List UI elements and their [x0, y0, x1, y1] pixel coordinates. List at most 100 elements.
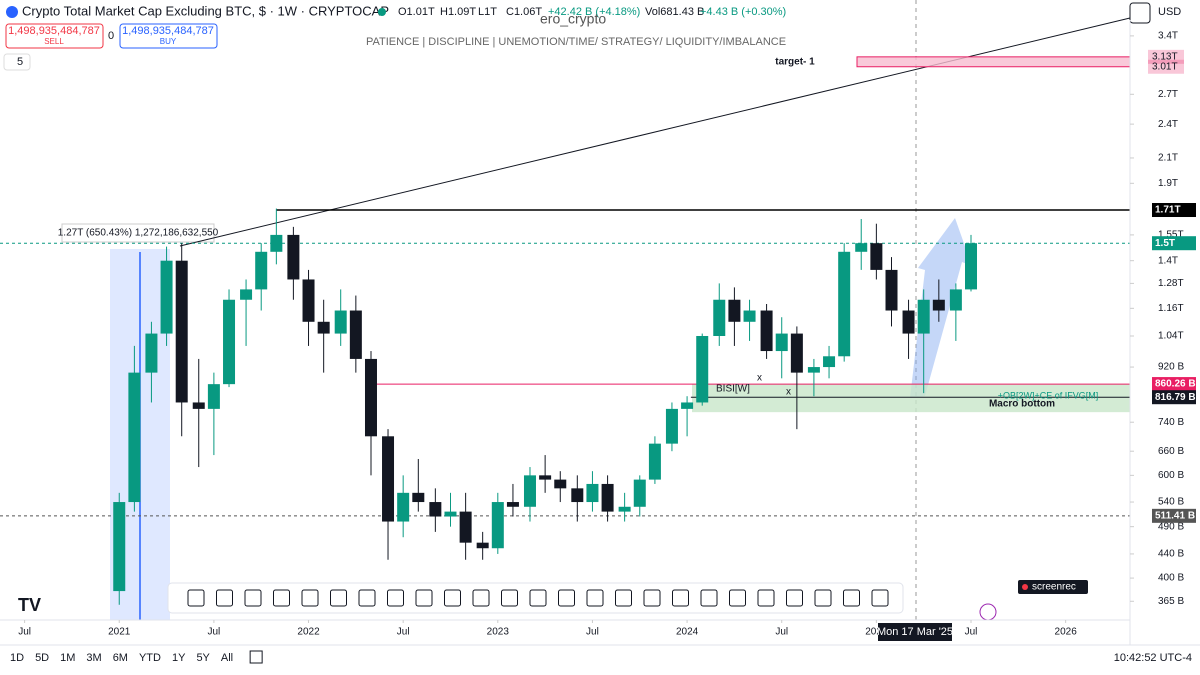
candle-body: [713, 299, 726, 336]
tool-icon[interactable]: [586, 589, 604, 607]
candle-body: [207, 384, 220, 409]
tool-icon[interactable]: [273, 589, 290, 607]
candle-body: [917, 299, 930, 334]
y-tick-label: 2.1T: [1158, 153, 1178, 164]
candle-body: [128, 372, 141, 503]
sell-label: SELL: [44, 37, 64, 46]
measure-label: 1.27T (650.43%) 1,272,186,632,550: [58, 228, 219, 239]
candle-body: [885, 269, 898, 311]
sell-button[interactable]: [5, 23, 104, 49]
mark-b: x: [786, 387, 791, 398]
tool-icon[interactable]: [216, 589, 233, 607]
candle-body: [175, 260, 188, 403]
candle-body: [855, 243, 868, 252]
y-tick-label: 1.16T: [1158, 303, 1184, 314]
level-price-box: [1152, 377, 1196, 392]
tool-icon[interactable]: [672, 589, 689, 607]
range-button[interactable]: 1Y: [172, 652, 186, 664]
change: +42.42 B (+4.18%): [548, 6, 640, 18]
symbol[interactable]: Crypto Total Market Cap Excluding BTC, $…: [22, 3, 389, 18]
candle-body: [681, 402, 694, 409]
candle-body: [932, 299, 945, 311]
tool-icon[interactable]: [786, 589, 803, 607]
y-tick-label: 3.4T: [1158, 31, 1178, 42]
symbol-icon: [6, 6, 18, 18]
range-button[interactable]: All: [221, 652, 233, 664]
candle-body: [571, 488, 584, 503]
tool-icon[interactable]: [843, 589, 860, 607]
ohlc-high: H1.09T: [440, 6, 476, 18]
recorder-label: screenrec: [1032, 582, 1076, 593]
x-tick-label: 2026: [1055, 627, 1078, 638]
tool-icons: [187, 589, 889, 607]
candle-body: [633, 479, 646, 507]
range-button[interactable]: 1M: [60, 652, 75, 664]
y-tick-label: 1.55T: [1158, 230, 1184, 241]
zone-price-label: 3.13T: [1152, 51, 1178, 62]
tool-icon[interactable]: [615, 589, 632, 607]
tool-icon[interactable]: [301, 589, 319, 607]
tool-icon[interactable]: [700, 589, 718, 607]
range-button[interactable]: 5D: [35, 652, 49, 664]
buy-button[interactable]: [119, 23, 218, 49]
candle-body: [743, 310, 756, 322]
date-range-icon[interactable]: [249, 650, 263, 664]
tool-icon[interactable]: [472, 589, 490, 607]
tool-icon[interactable]: [558, 589, 575, 607]
candle-body: [349, 310, 362, 359]
candle-body: [145, 333, 158, 373]
range-button[interactable]: 6M: [113, 652, 128, 664]
range-button[interactable]: YTD: [139, 652, 161, 664]
x-tick-label: Jul: [965, 627, 978, 638]
author: ero_crypto: [540, 11, 606, 27]
tool-icon[interactable]: [643, 589, 661, 607]
candle-body: [807, 367, 820, 373]
mark-a: x: [757, 373, 762, 384]
tool-icon[interactable]: [444, 589, 461, 607]
ohlc-low: L1T: [478, 6, 497, 18]
level-price-label: 860.26 B: [1155, 379, 1196, 390]
y-tick-label: 490 B: [1158, 521, 1184, 532]
tool-icon[interactable]: [244, 589, 262, 607]
y-tick-label: 540 B: [1158, 497, 1184, 508]
candle-body: [601, 483, 614, 512]
range-button[interactable]: 1D: [10, 652, 24, 664]
zone-price-box: [1148, 59, 1184, 74]
tool-icon[interactable]: [529, 589, 547, 607]
tool-icon[interactable]: [757, 589, 775, 607]
indicators-toggle[interactable]: [3, 53, 31, 71]
tool-icon[interactable]: [330, 589, 347, 607]
candle-body: [223, 299, 236, 385]
candle-body: [317, 321, 330, 334]
crosshair-date-box: [878, 623, 952, 641]
tool-icon[interactable]: [501, 589, 518, 607]
range-button[interactable]: 5Y: [196, 652, 210, 664]
tool-icon[interactable]: [729, 589, 746, 607]
y-tick-label: 1.04T: [1158, 331, 1184, 342]
y-tick-label: 2.7T: [1158, 89, 1178, 100]
candle-body: [302, 279, 315, 322]
candle-body: [539, 475, 552, 480]
x-tick-label: Jul: [586, 627, 599, 638]
screenshot-button[interactable]: [1129, 2, 1151, 24]
tool-icon[interactable]: [871, 589, 889, 607]
tool-icon[interactable]: [187, 589, 205, 607]
candle-body: [397, 492, 410, 522]
candle-body: [618, 506, 631, 512]
candle-body: [255, 251, 268, 290]
candle-body: [382, 436, 395, 522]
x-tick-label: 2024: [676, 627, 699, 638]
tool-icon[interactable]: [358, 589, 376, 607]
tool-icon[interactable]: [387, 589, 404, 607]
level-price-box: [1152, 390, 1196, 405]
currency[interactable]: USD: [1158, 6, 1181, 18]
range-button[interactable]: 3M: [86, 652, 101, 664]
candle-body: [823, 356, 836, 368]
tool-icon[interactable]: [814, 589, 832, 607]
candle-body: [412, 492, 425, 503]
candle-body: [334, 310, 347, 334]
spread: 0: [108, 30, 114, 42]
macro-label: Macro bottom: [989, 399, 1055, 410]
tool-icon[interactable]: [415, 589, 433, 607]
